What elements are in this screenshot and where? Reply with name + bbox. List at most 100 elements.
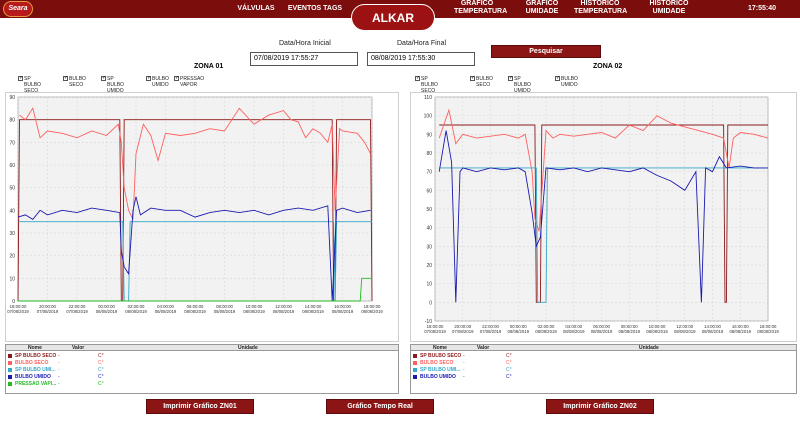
x-tick-date: 07/08/2019 [480,329,502,334]
x-tick-date: 08/08/2019 [618,329,640,334]
row-value: - [463,353,465,359]
end-date-input[interactable]: 08/08/2019 17:55:30 [367,52,475,66]
checkbox-icon[interactable] [470,75,475,81]
x-tick-date: 07/08/2019 [7,309,29,314]
y-tick-label: 30 [9,231,15,237]
row-name: SP BULBO SECO [420,353,462,359]
x-tick-date: 08/08/2019 [214,309,236,314]
color-swatch [8,368,12,372]
search-button[interactable]: Pesquisar [491,45,601,58]
y-tick-label: 80 [426,151,432,157]
color-swatch [8,361,12,365]
table-row: BULBO SECO - C° [6,360,398,366]
x-tick-date: 08/08/2019 [535,329,557,334]
checkbox-icon[interactable] [146,75,151,81]
zone1-legend-sp-bulbo-seco[interactable]: SP BULBO SECO [18,75,48,94]
x-tick-date: 08/08/2019 [646,329,668,334]
print-zn01-button[interactable]: Imprimir Gráfico ZN01 [146,399,254,414]
color-swatch [8,354,12,358]
checkbox-icon[interactable] [63,75,68,81]
y-tick-label: 30 [426,244,432,250]
y-tick-label: 50 [9,186,15,192]
brand-alkar[interactable]: ALKAR [351,4,435,31]
series-line-sp-bulbo-umido [439,167,768,303]
checkbox-icon[interactable] [101,75,106,81]
table-row: SP BULBO UMI... - C° [6,367,398,373]
checkbox-icon[interactable] [555,75,560,81]
row-name: BULBO UMIDO [15,374,51,380]
x-tick-date: 08/08/2019 [243,309,265,314]
col-nome: Nome [433,345,447,351]
nav-eventos-tags[interactable]: EVENTOS TAGS [287,5,343,12]
checkbox-icon[interactable] [18,75,23,81]
zone2-legend-bulbo-seco[interactable]: BULBO SECO [470,75,496,88]
row-value: - [58,374,60,380]
zone1-legend-pressao-vapor[interactable]: PRESSAO VAPOR [174,75,206,88]
seara-logo: Seara [3,1,33,17]
start-date-input[interactable]: 07/08/2019 17:55:27 [250,52,358,66]
x-tick-time: 06:00:00 [593,324,610,329]
x-tick-time: 12:00:00 [275,304,292,309]
checkbox-icon[interactable] [174,75,179,81]
x-tick-time: 18:00:00 [760,324,777,329]
x-tick-date: 08/08/2019 [125,309,147,314]
zone1-legend-sp-bulbo-umido[interactable]: SP BULBO UMIDO [101,75,131,94]
nav-grafico-umidade[interactable]: GRÁFICO UMIDADE [525,0,559,15]
realtime-chart-button[interactable]: Gráfico Tempo Real [326,399,434,414]
nav-grafico-temperatura[interactable]: GRÁFICO TEMPERATURA [454,0,508,15]
y-tick-label: 70 [426,170,432,176]
zone2-legend-bulbo-umido[interactable]: BULBO UMIDO [555,75,581,88]
row-unit: C° [98,367,104,373]
color-swatch [413,375,417,379]
y-tick-label: 80 [9,118,15,124]
checkbox-icon[interactable] [508,75,513,81]
x-tick-time: 18:00:00 [364,304,381,309]
zone1-legend-bulbo-umido[interactable]: BULBO UMIDO [146,75,172,88]
row-value: - [463,367,465,373]
x-tick-time: 14:00:00 [305,304,322,309]
row-value: - [58,381,60,387]
zone2-chart-panel: -10 0 10 20 30 40 50 60 70 80 90 100 110 18:00:00 07/0… [410,92,797,342]
y-tick-label: 60 [9,163,15,169]
zone1-chart-panel: 0 10 20 30 40 50 60 70 80 90 18:00:00 07/08/2019 20:… [5,92,399,342]
y-tick-label: 110 [424,95,432,101]
x-tick-date: 08/08/2019 [96,309,118,314]
x-tick-time: 04:00:00 [565,324,582,329]
x-tick-time: 16:00:00 [334,304,351,309]
row-unit: C° [506,367,512,373]
color-swatch [8,382,12,386]
zone1-legend-bulbo-seco[interactable]: BULBO SECO [63,75,89,88]
x-tick-time: 12:00:00 [676,324,693,329]
zone2-chart[interactable]: -10010203040506070809010011018:00:0007/0… [411,93,798,343]
end-date-label: Data/Hora Final [397,40,447,47]
table-header: Nome Valor Unidade [411,345,796,351]
zone2-legend-sp-bulbo-umido[interactable]: SP BULBO UMIDO [508,75,538,94]
y-tick-label: 70 [9,140,15,146]
row-name: SP BULBO UMI... [420,367,461,373]
x-tick-date: 08/08/2019 [563,329,585,334]
checkbox-icon[interactable] [415,75,420,81]
series-line-bulbo-seco [438,108,769,232]
nav-historico-umidade[interactable]: HISTÓRICO UMIDADE [649,0,689,15]
y-tick-label: 50 [426,207,432,213]
y-tick-label: 100 [424,114,433,120]
x-tick-time: 00:00:00 [510,324,527,329]
x-tick-time: 20:00:00 [39,304,56,309]
table-row: SP BULBO SECO - C° [411,353,796,359]
x-tick-date: 07/08/2019 [37,309,59,314]
row-name: PRESSAO VAPI... [15,381,57,387]
nav-valvulas[interactable]: VÁLVULAS [237,5,275,12]
x-tick-time: 10:00:00 [246,304,263,309]
row-unit: C° [98,360,104,366]
row-name: BULBO SECO [15,360,49,366]
zone2-legend-sp-bulbo-seco[interactable]: SP BULBO SECO [415,75,445,94]
series-line-bulbo-umido [17,196,371,302]
table-row: PRESSAO VAPI... - C° [6,381,398,387]
zone1-chart[interactable]: 010203040506070809018:00:0007/08/201920:… [6,93,400,343]
x-tick-date: 08/08/2019 [702,329,724,334]
col-valor: Valor [72,345,85,351]
print-zn02-button[interactable]: Imprimir Gráfico ZN02 [546,399,654,414]
nav-historico-temperatura[interactable]: HISTÓRICO TEMPERATURA [574,0,628,15]
x-tick-date: 08/08/2019 [184,309,206,314]
row-value: - [463,360,465,366]
